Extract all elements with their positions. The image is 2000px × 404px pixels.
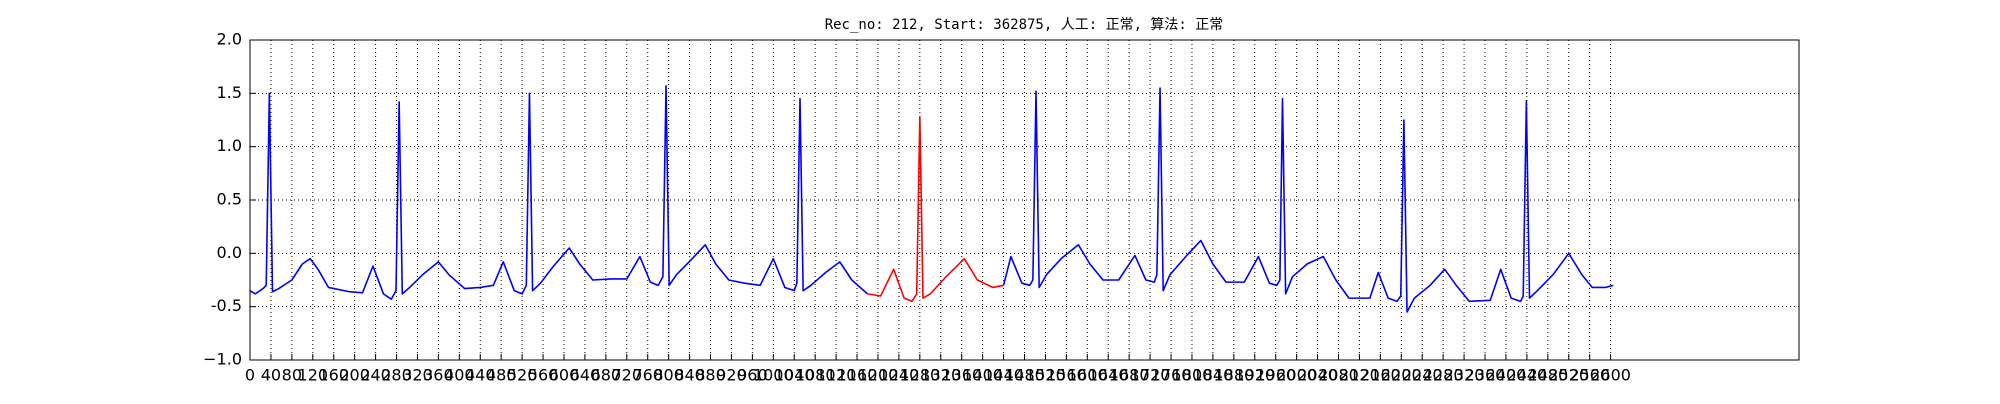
x-tick-label: 1800 — [1172, 366, 1213, 385]
x-tick-label: 2000 — [1276, 366, 1317, 385]
x-tick-label: 1320 — [920, 366, 961, 385]
x-tick-label: 1240 — [879, 366, 920, 385]
x-tick-label: 600 — [549, 366, 580, 385]
x-tick-label: 480 — [486, 366, 517, 385]
x-tick-label: 720 — [612, 366, 643, 385]
y-tick-label: 0.5 — [217, 190, 242, 209]
x-tick-label: 1520 — [1025, 366, 1066, 385]
x-tick-label: 2560 — [1569, 366, 1610, 385]
x-tick-label: 1680 — [1109, 366, 1150, 385]
ecg-line — [249, 85, 1614, 313]
y-tick-label: 0.0 — [217, 243, 242, 262]
x-tick-label: 760 — [632, 366, 663, 385]
y-tick-label: 1.5 — [217, 83, 242, 102]
x-tick-label: 2360 — [1465, 366, 1506, 385]
x-tick-label: 1400 — [962, 366, 1003, 385]
x-tick-label: 2040 — [1297, 366, 1338, 385]
x-tick-label: 520 — [507, 366, 538, 385]
x-tick-label: 280 — [381, 366, 412, 385]
x-tick-label: 640 — [570, 366, 601, 385]
y-tick-label: 1.0 — [217, 136, 242, 155]
x-tick-label: 320 — [402, 366, 433, 385]
x-tick-label: 120 — [298, 366, 329, 385]
x-tick-label: 2400 — [1486, 366, 1527, 385]
x-tick-label: 2520 — [1548, 366, 1589, 385]
x-tick-label: 440 — [465, 366, 496, 385]
x-tick-label: 2160 — [1360, 366, 1401, 385]
x-tick-label: 0 — [245, 366, 255, 385]
x-tick-label: 560 — [528, 366, 559, 385]
x-tick-label: 2080 — [1318, 366, 1359, 385]
x-tick-label: 2480 — [1527, 366, 1568, 385]
x-tick-label: 920 — [716, 366, 747, 385]
x-tick-label: 2280 — [1423, 366, 1464, 385]
x-tick-label: 2600 — [1590, 366, 1631, 385]
x-tick-label: 1280 — [899, 366, 940, 385]
x-tick-label: 680 — [591, 366, 622, 385]
x-tick-label: 1600 — [1067, 366, 1108, 385]
x-tick-label: 1960 — [1255, 366, 1296, 385]
x-tick-label: 1040 — [774, 366, 815, 385]
x-tick-label: 40 — [261, 366, 281, 385]
x-tick-label: 1880 — [1213, 366, 1254, 385]
x-tick-label: 1760 — [1151, 366, 1192, 385]
x-tick-label: 2320 — [1444, 366, 1485, 385]
x-tick-label: 200 — [339, 366, 370, 385]
x-tick-label: 1080 — [795, 366, 836, 385]
x-tick-label: 1640 — [1088, 366, 1129, 385]
x-tick-label: 1120 — [816, 366, 857, 385]
x-tick-label: 1360 — [941, 366, 982, 385]
x-tick-label: 1000 — [753, 366, 794, 385]
x-tick-label: 1440 — [983, 366, 1024, 385]
x-tick-label: 240 — [360, 366, 391, 385]
x-tick-label: 400 — [444, 366, 475, 385]
y-tick-label: 2.0 — [217, 30, 242, 49]
x-tick-label: 2440 — [1507, 366, 1548, 385]
ecg-line — [867, 116, 1004, 303]
x-tick-label: 1200 — [858, 366, 899, 385]
x-tick-label: 2200 — [1381, 366, 1422, 385]
x-tick-label: 960 — [737, 366, 768, 385]
x-tick-label: 1840 — [1193, 366, 1234, 385]
x-tick-label: 1160 — [837, 366, 878, 385]
plot-frame — [249, 39, 1800, 361]
y-tick-label: -0.5 — [211, 296, 242, 315]
x-tick-label: 880 — [695, 366, 726, 385]
x-tick-label: 1920 — [1234, 366, 1275, 385]
x-tick-label: 1560 — [1046, 366, 1087, 385]
x-tick-label: 2120 — [1339, 366, 1380, 385]
x-tick-label: 160 — [318, 366, 349, 385]
x-tick-label: 1720 — [1130, 366, 1171, 385]
x-tick-label: 2240 — [1402, 366, 1443, 385]
chart-title: Rec_no: 212, Start: 362875, 人工: 正常, 算法: … — [825, 17, 1224, 33]
x-tick-label: 1480 — [1004, 366, 1045, 385]
x-tick-label: 80 — [282, 366, 302, 385]
x-tick-label: 800 — [653, 366, 684, 385]
x-tick-label: 360 — [423, 366, 454, 385]
x-tick-label: 840 — [674, 366, 705, 385]
y-tick-label: −1.0 — [203, 350, 242, 369]
